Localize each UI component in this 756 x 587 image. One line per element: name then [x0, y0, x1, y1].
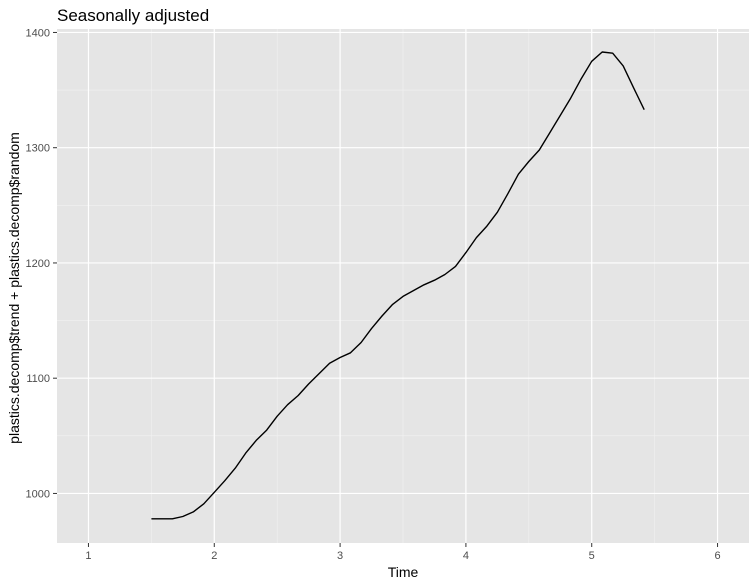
x-tick-label: 3	[337, 550, 343, 562]
x-tick-label: 4	[463, 550, 469, 562]
x-axis-title: Time	[388, 564, 419, 580]
x-tick-label: 1	[85, 550, 91, 562]
x-tick-label: 2	[211, 550, 217, 562]
grid-minor	[57, 29, 749, 543]
y-tick-label: 1300	[26, 143, 50, 155]
x-tick-label: 6	[714, 550, 720, 562]
grid-major	[57, 29, 749, 543]
y-tick-label: 1400	[26, 27, 50, 39]
tick-labels: 1 2 3 4 5 6 1000 1100 1200 1300 1400	[26, 27, 721, 562]
y-tick-label: 1000	[26, 488, 50, 500]
chart-title: Seasonally adjusted	[57, 6, 209, 25]
y-tick-label: 1100	[26, 373, 50, 385]
y-axis-title: plastics.decomp$trend + plastics.decomp$…	[6, 132, 22, 444]
series-line	[151, 51, 645, 520]
axis-ticks	[53, 31, 719, 547]
y-tick-label: 1200	[26, 258, 50, 270]
x-tick-label: 5	[589, 550, 595, 562]
